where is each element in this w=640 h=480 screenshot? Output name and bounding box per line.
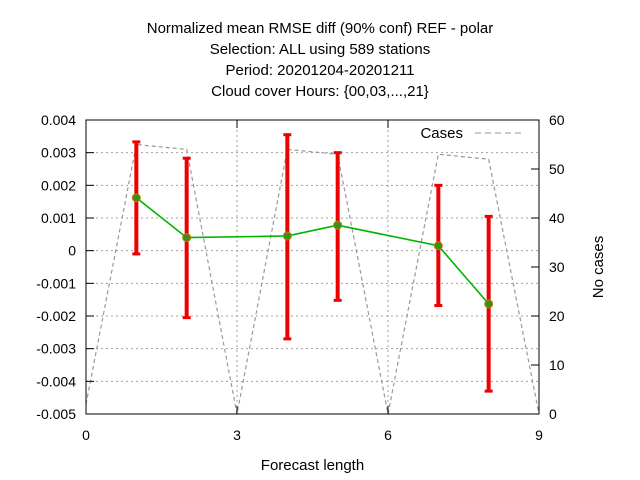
mean-series — [131, 193, 494, 309]
x-tick-label: 6 — [384, 427, 392, 443]
x-tick-label: 9 — [535, 427, 543, 443]
mean-line — [135, 197, 490, 305]
y2-tick-label: 20 — [549, 308, 565, 324]
chart-title-line-4: Cloud cover Hours: {00,03,...,21} — [211, 83, 429, 100]
mean-point — [282, 231, 292, 241]
chart-title-line-2: Selection: ALL using 589 stations — [209, 41, 431, 58]
errorbar-series — [132, 133, 493, 393]
plot-frame — [85, 119, 540, 415]
y2-tick-label: 50 — [549, 161, 565, 177]
y-tick-label: -0.003 — [36, 341, 76, 357]
cases-line — [85, 143, 540, 415]
axis-ticks: -0.005 -0.004 -0.003 -0.002 -0.001 0 0.001 0.00… — [36, 112, 564, 443]
x-tick-label: 0 — [82, 427, 90, 443]
legend: Cases — [420, 125, 522, 142]
y-tick-label: -0.004 — [36, 373, 76, 389]
x-axis-label: Forecast length — [261, 457, 364, 474]
y2-tick-label: 40 — [549, 210, 565, 226]
mean-point — [131, 193, 141, 203]
y2-tick-label: 0 — [549, 406, 557, 422]
y-tick-label: 0.002 — [41, 177, 76, 193]
y-tick-label: -0.002 — [36, 308, 76, 324]
y-tick-label: -0.001 — [36, 275, 76, 291]
mean-point — [333, 220, 343, 230]
y-tick-label: 0.004 — [41, 112, 76, 128]
y-tick-label: 0.001 — [41, 210, 76, 226]
y-tick-label: 0 — [68, 243, 76, 259]
chart-title-line-3: Period: 20201204-20201211 — [225, 62, 415, 79]
chart-title-line-1: Normalized mean RMSE diff (90% conf) REF… — [146, 20, 494, 37]
y2-tick-label: 10 — [549, 357, 565, 373]
x-tick-label: 3 — [233, 427, 241, 443]
mean-point — [484, 299, 494, 309]
mean-point — [182, 233, 192, 243]
y2-axis-label: No cases — [590, 236, 607, 299]
y2-tick-label: 60 — [549, 112, 565, 128]
cases-series — [85, 143, 540, 415]
mean-point — [433, 241, 443, 251]
grid — [86, 120, 539, 414]
y-tick-label: -0.005 — [36, 406, 76, 422]
y-tick-label: 0.003 — [41, 145, 76, 161]
y2-tick-label: 30 — [549, 259, 565, 275]
legend-entry-cases: Cases — [420, 125, 463, 142]
